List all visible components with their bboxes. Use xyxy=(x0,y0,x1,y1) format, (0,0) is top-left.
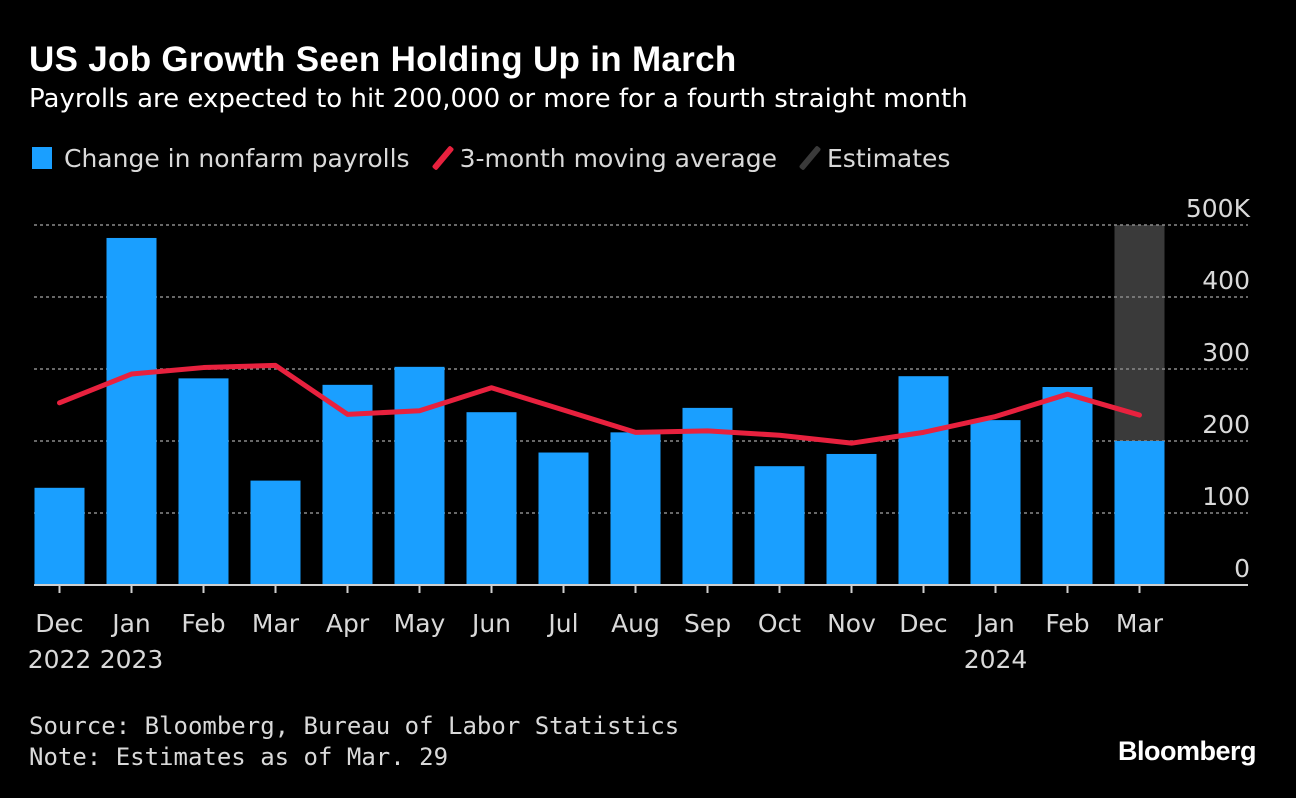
bar xyxy=(898,376,949,585)
y-tick-label: 100 xyxy=(1202,482,1250,511)
x-tick-label: Feb xyxy=(181,609,225,638)
bar xyxy=(754,466,805,585)
bar xyxy=(178,378,229,585)
moving-average-point xyxy=(131,373,132,375)
x-tick-label: Mar xyxy=(1116,609,1164,638)
chart-title: US Job Growth Seen Holding Up in March xyxy=(29,40,737,79)
moving-average-point xyxy=(491,387,492,389)
legend-item-line: 3-month moving average xyxy=(431,143,777,173)
legend-item-estimates: Estimates xyxy=(798,143,951,173)
moving-average-point xyxy=(563,409,564,411)
bar xyxy=(106,237,157,585)
x-year-label: 2024 xyxy=(964,645,1028,674)
x-tick-label: Jun xyxy=(470,609,511,638)
x-tick-label: Oct xyxy=(758,609,801,638)
x-tick-label: Jan xyxy=(110,609,151,638)
bar xyxy=(322,384,373,585)
moving-average-point xyxy=(275,364,276,366)
moving-average-point xyxy=(779,434,780,436)
bar xyxy=(466,412,517,585)
y-tick-label: 200 xyxy=(1202,410,1250,439)
x-tick-label: Mar xyxy=(252,609,300,638)
bar xyxy=(538,452,589,585)
moving-average-point xyxy=(347,413,348,415)
moving-average-point xyxy=(203,367,204,369)
x-tick-label: Dec xyxy=(899,609,947,638)
x-tick-label: Feb xyxy=(1045,609,1089,638)
x-year-label: 2022 xyxy=(28,645,92,674)
moving-average-point xyxy=(851,442,852,444)
bar xyxy=(682,407,733,585)
moving-average-point xyxy=(707,430,708,432)
moving-average-point xyxy=(1067,393,1068,395)
legend-swatch-bars xyxy=(32,147,52,169)
moving-average-point xyxy=(635,431,636,433)
bar xyxy=(394,366,445,585)
y-tick-label: 400 xyxy=(1202,266,1250,295)
legend-label-estimates: Estimates xyxy=(827,143,951,173)
moving-average-point xyxy=(419,410,420,412)
x-tick-label: Apr xyxy=(326,609,370,638)
y-tick-label: 0 xyxy=(1234,554,1250,583)
bar xyxy=(970,420,1021,585)
bloomberg-logo: Bloomberg xyxy=(1117,736,1257,766)
legend-label-bars: Change in nonfarm payrolls xyxy=(64,143,410,173)
y-tick-label: 300 xyxy=(1202,338,1250,367)
legend-label-line: 3-month moving average xyxy=(459,143,777,173)
moving-average-line xyxy=(57,362,1142,446)
estimates-note: Note: Estimates as of Mar. 29 xyxy=(29,743,449,771)
bar xyxy=(1042,387,1093,585)
moving-average-point xyxy=(923,431,924,433)
x-year-label: 2023 xyxy=(100,645,164,674)
x-tick-label: Jul xyxy=(546,609,578,638)
bar xyxy=(826,453,877,585)
bar xyxy=(610,432,661,585)
x-tick-label: May xyxy=(394,609,446,638)
x-tick-label: Sep xyxy=(684,609,731,638)
legend: Change in nonfarm payrolls 3-month movin… xyxy=(32,140,972,176)
bar xyxy=(250,480,301,585)
x-tick-label: Jan xyxy=(974,609,1015,638)
bar xyxy=(34,487,85,585)
moving-average-point xyxy=(995,416,996,418)
x-tick-label: Dec xyxy=(35,609,83,638)
bar xyxy=(1114,441,1165,585)
chart-subtitle: Payrolls are expected to hit 200,000 or … xyxy=(29,84,968,114)
legend-item-bars: Change in nonfarm payrolls xyxy=(32,144,410,173)
x-tick-label: Aug xyxy=(611,609,660,638)
y-tick-label: 500K xyxy=(1186,194,1251,223)
chart-plot: Dec 2022 Jan 2023 Feb Mar Apr May Jun Jul Aug Sep Oc… xyxy=(28,194,1251,674)
source-note: Source: Bloomberg, Bureau of Labor Stati… xyxy=(29,712,680,740)
moving-average-point xyxy=(1139,414,1140,416)
moving-average-point xyxy=(59,402,60,404)
x-tick-label: Nov xyxy=(827,609,876,638)
